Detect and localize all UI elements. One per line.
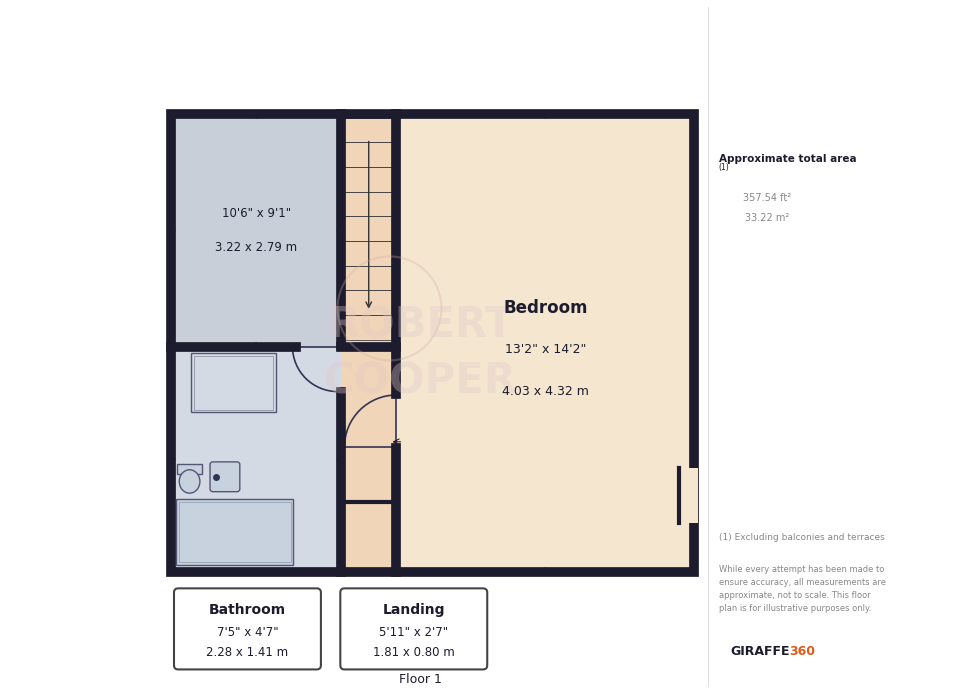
Text: Floor 1: Floor 1 bbox=[399, 673, 442, 685]
Bar bbox=[344, 167, 394, 192]
Text: Landing: Landing bbox=[382, 603, 445, 617]
Bar bbox=[341, 114, 397, 572]
Text: 1.81 x 0.80 m: 1.81 x 0.80 m bbox=[373, 646, 455, 658]
Bar bbox=[344, 241, 394, 265]
Bar bbox=[679, 468, 698, 523]
FancyBboxPatch shape bbox=[174, 588, 320, 669]
Bar bbox=[194, 356, 272, 410]
Bar bbox=[191, 353, 275, 412]
Text: 357.54 ft²: 357.54 ft² bbox=[743, 193, 791, 202]
Bar bbox=[344, 315, 394, 340]
Bar bbox=[172, 346, 341, 572]
Bar bbox=[397, 114, 695, 572]
Ellipse shape bbox=[179, 470, 200, 493]
Bar bbox=[177, 464, 202, 474]
FancyBboxPatch shape bbox=[340, 588, 487, 669]
Bar bbox=[172, 114, 341, 346]
Text: While every attempt has been made to
ensure accuracy, all measurements are
appro: While every attempt has been made to ens… bbox=[718, 565, 886, 613]
Text: Bedroom: Bedroom bbox=[503, 299, 588, 317]
Text: 7'5" x 4'7": 7'5" x 4'7" bbox=[217, 626, 278, 639]
Bar bbox=[172, 114, 695, 572]
Text: 13'2" x 14'2": 13'2" x 14'2" bbox=[505, 344, 586, 356]
Text: (1): (1) bbox=[718, 163, 729, 172]
Text: 33.22 m²: 33.22 m² bbox=[745, 213, 789, 223]
Bar bbox=[344, 192, 394, 216]
Text: (1) Excluding balconies and terraces: (1) Excluding balconies and terraces bbox=[718, 533, 884, 541]
Bar bbox=[344, 290, 394, 315]
Text: Approximate total area: Approximate total area bbox=[718, 155, 857, 164]
Text: 10'6" x 9'1": 10'6" x 9'1" bbox=[221, 207, 291, 220]
Text: GIRAFFE: GIRAFFE bbox=[730, 645, 790, 658]
Bar bbox=[344, 118, 394, 143]
Bar bbox=[344, 143, 394, 167]
Text: 5'11" x 2'7": 5'11" x 2'7" bbox=[379, 626, 448, 639]
Bar bbox=[344, 216, 394, 241]
Bar bbox=[344, 265, 394, 290]
FancyBboxPatch shape bbox=[210, 462, 240, 492]
Text: 360: 360 bbox=[789, 645, 815, 658]
Text: 2.28 x 1.41 m: 2.28 x 1.41 m bbox=[207, 646, 288, 658]
Text: 3.22 x 2.79 m: 3.22 x 2.79 m bbox=[215, 241, 297, 254]
Text: 4.03 x 4.32 m: 4.03 x 4.32 m bbox=[502, 385, 589, 398]
Bar bbox=[176, 499, 293, 565]
Bar bbox=[178, 502, 290, 562]
Text: Bathroom: Bathroom bbox=[209, 603, 286, 617]
Text: ROBERT
COOPER: ROBERT COOPER bbox=[324, 305, 517, 402]
